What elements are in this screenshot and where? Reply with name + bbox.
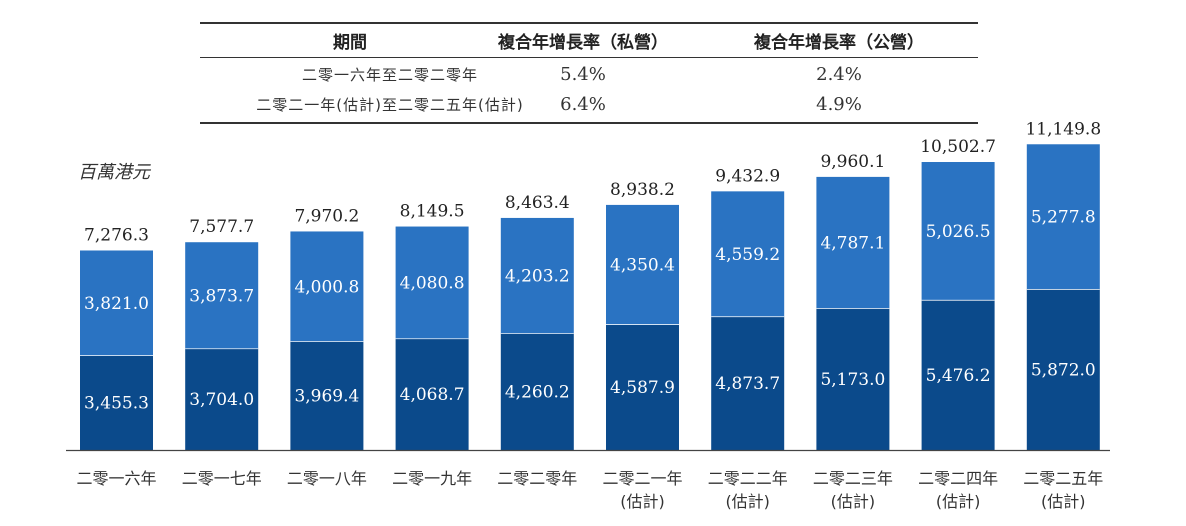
bar-segment [290, 341, 364, 450]
bar-segment [185, 242, 259, 349]
data-label: 3,455.3 [84, 394, 149, 414]
data-label: 5,872.0 [1031, 360, 1096, 380]
x-tick-label: (估計) [725, 492, 770, 511]
total-label: 7,970.2 [294, 206, 359, 226]
total-label: 7,276.3 [84, 225, 149, 245]
data-label: 5,476.2 [926, 366, 991, 386]
bar-segment [80, 355, 153, 450]
bar-segment [500, 333, 574, 450]
data-label: 4,787.1 [820, 234, 885, 254]
table-row-period: 二零二一年(估計)至二零二五年(估計) [256, 96, 524, 114]
x-tick-label: 二零一七年 [182, 469, 262, 488]
data-label: 5,173.0 [820, 370, 885, 390]
table-row-period: 二零一六年至二零二零年 [301, 66, 478, 84]
x-tick-label: 二零二五年 [1023, 469, 1103, 488]
table-row-cagr-public: 4.9% [816, 94, 862, 115]
data-label: 3,873.7 [189, 286, 254, 306]
data-label: 4,350.4 [610, 256, 675, 276]
bar-segment [395, 338, 469, 450]
total-label: 11,149.8 [1025, 119, 1101, 139]
x-tick-label: 二零二二年 [708, 469, 788, 488]
data-label: 4,260.2 [505, 383, 570, 403]
data-label: 3,704.0 [189, 390, 254, 410]
x-tick-label: (估計) [1041, 492, 1086, 511]
x-tick-label: (估計) [831, 492, 876, 511]
bar-segment [185, 348, 259, 450]
total-label: 9,960.1 [820, 152, 885, 172]
table-row-cagr-private: 5.4% [560, 64, 606, 85]
bar-segment [500, 217, 574, 334]
data-label: 4,080.8 [400, 273, 465, 293]
data-label: 4,873.7 [715, 374, 780, 394]
x-tick-label: 二零二零年 [497, 469, 577, 488]
bar-segment [80, 250, 153, 356]
table-top-rule [200, 22, 978, 24]
bar-segment [395, 226, 469, 339]
table-header-cagr-private: 複合年增長率（私營） [498, 33, 668, 53]
data-label: 5,277.8 [1031, 208, 1096, 228]
table-row-cagr-public: 2.4% [816, 64, 862, 85]
table-header-period: 期間 [333, 33, 367, 53]
bar-segment [606, 204, 679, 325]
data-label: 3,969.4 [294, 387, 359, 407]
bar-segment [1026, 144, 1100, 289]
table-bottom-rule [200, 122, 978, 124]
x-tick-label: 二零一八年 [287, 469, 367, 488]
data-label: 4,068.7 [400, 385, 465, 405]
table-row-cagr-private: 6.4% [560, 94, 606, 115]
bar-segment [711, 316, 785, 450]
x-tick-label: 二零二四年 [918, 469, 998, 488]
total-label: 8,463.4 [505, 193, 570, 213]
x-tick-label: 二零一六年 [76, 469, 156, 488]
bar-segment [921, 162, 995, 300]
data-label: 4,587.9 [610, 378, 675, 398]
bar-segment [921, 299, 995, 450]
data-label: 4,559.2 [715, 245, 780, 265]
table-header-cagr-public: 複合年增長率（公營） [754, 33, 924, 53]
total-label: 8,938.2 [610, 180, 675, 200]
total-label: 8,149.5 [400, 202, 465, 222]
x-tick-label: (估計) [620, 492, 665, 511]
total-label: 9,432.9 [715, 166, 780, 186]
unit-label: 百萬港元 [78, 162, 150, 183]
cagr-table: 期間 複合年增長率（私營） 複合年增長率（公營） 二零一六年至二零二零年 5.4… [200, 22, 978, 124]
data-label: 4,203.2 [505, 267, 570, 287]
bar-segment [290, 231, 364, 342]
data-label: 3,821.0 [84, 294, 149, 314]
total-label: 7,577.7 [189, 217, 254, 237]
data-label: 5,026.5 [926, 222, 991, 242]
x-tick-label: 二零二三年 [813, 469, 893, 488]
x-tick-label: (估計) [936, 492, 981, 511]
bar-segment [816, 176, 890, 309]
bar-segment [1026, 288, 1100, 450]
total-label: 10,502.7 [920, 137, 996, 157]
bar-segment [606, 324, 679, 450]
data-label: 4,000.8 [294, 277, 359, 297]
x-tick-label: 二零一九年 [392, 469, 472, 488]
table-header-rule [200, 57, 978, 58]
bar-segment [816, 308, 890, 450]
bar-segment [711, 191, 785, 317]
x-tick-label: 二零二一年 [602, 469, 682, 488]
